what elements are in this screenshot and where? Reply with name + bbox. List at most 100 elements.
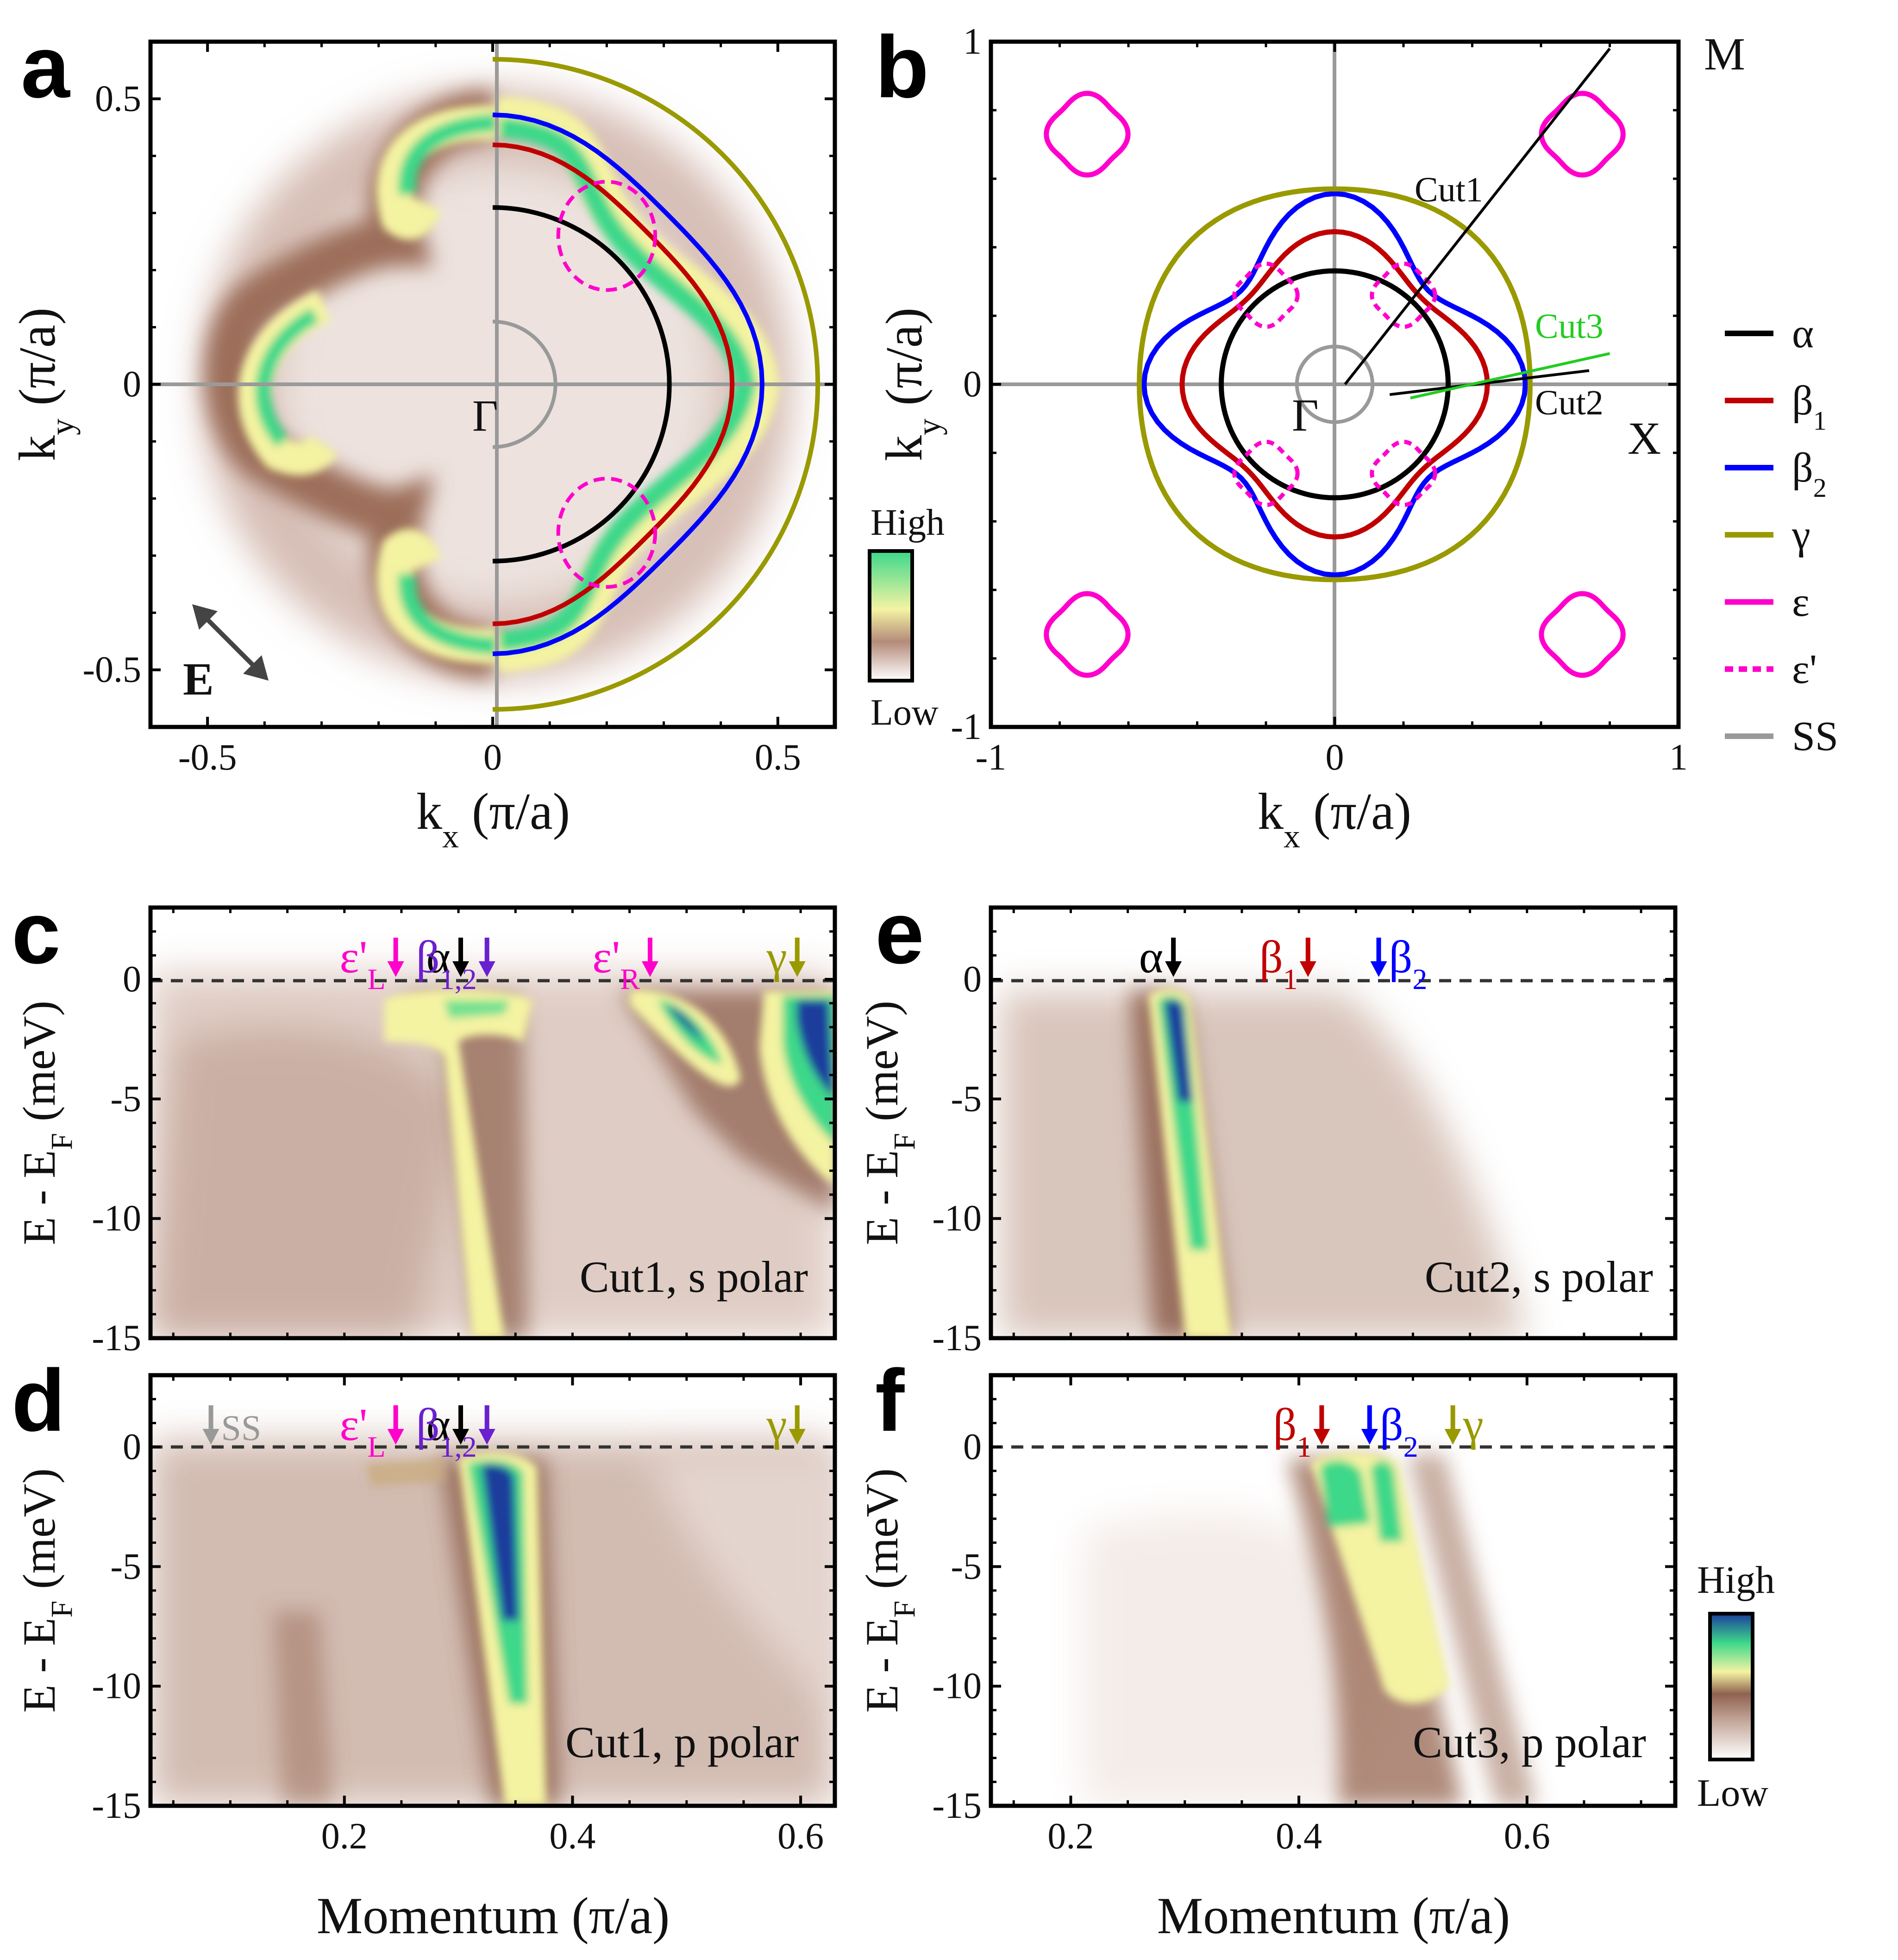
x-tick-label: 0.4 [1276, 1816, 1322, 1857]
marker-arrow-head [478, 1429, 495, 1445]
beta2-arc [492, 113, 765, 656]
x-tick-label: 0.6 [1504, 1816, 1550, 1857]
cut3-line [1410, 352, 1610, 400]
x-tick-label: 1 [1669, 737, 1688, 778]
panel-b: -1 0 1 -1 0 1 Γ M X Cut1 Cut2 Cut3 α β1 β2 γε ε' S… [875, 18, 1838, 855]
panel-a-colorbar: High Low [868, 502, 945, 733]
epsilon-pocket [1539, 91, 1626, 178]
beta1-contour [1179, 229, 1490, 540]
ss-arc [492, 319, 557, 449]
epsilon-prime-pocket [1232, 439, 1300, 507]
panel-f-colorbar-high: High [1697, 1559, 1775, 1602]
panel-c-caption: Cut1, s polar [580, 1252, 808, 1302]
y-tick-label: -5 [110, 1078, 141, 1119]
panel-f-caption: Cut3, p polar [1413, 1717, 1646, 1767]
marker-arrow-head [789, 961, 806, 977]
gamma-arc [492, 56, 821, 712]
marker-arrow-head [1361, 1429, 1378, 1445]
cut2-line [1389, 369, 1590, 396]
epsilon-prime-pocket [1232, 261, 1300, 329]
x-tick-label: 0 [483, 737, 502, 778]
panel-e-markers: α β1 β2 [1139, 931, 1428, 996]
panel-a-ylabel: ky (π/a) [9, 307, 81, 461]
y-tick-label: -15 [932, 1318, 982, 1359]
marker-arrow-head [1444, 1429, 1461, 1445]
y-tick-label: 0 [123, 1427, 141, 1467]
y-tick-label: -5 [951, 1546, 982, 1587]
y-tick-label: 0.5 [95, 78, 141, 119]
gamma-contour [1136, 186, 1533, 582]
marker-label: β1,2 [416, 931, 477, 996]
marker-arrow-head [1299, 961, 1316, 977]
y-tick-label: -5 [951, 1078, 982, 1119]
marker-label: ε'L [340, 1399, 386, 1463]
panel-f-ylabel: E - EF (meV) [856, 1468, 921, 1713]
y-tick-label: 0 [963, 1427, 982, 1467]
panel-c-letter: c [12, 884, 61, 982]
cut3-label: Cut3 [1535, 307, 1604, 346]
panel-b-letter: b [875, 18, 929, 116]
marker-arrow-head [452, 961, 470, 977]
panel-e-ylabel: E - EF (meV) [856, 1001, 921, 1245]
x-tick-label: 0.5 [755, 737, 801, 778]
legend-label-ss: SS [1792, 714, 1838, 759]
panel-a-letter: a [21, 18, 70, 116]
epsilon-prime-pocket [1370, 439, 1437, 507]
panel-d-letter: d [12, 1352, 65, 1450]
panel-a-fermi-curves [492, 56, 821, 712]
marker-label: β2 [1389, 931, 1428, 996]
x-tick-label: 0.4 [549, 1816, 595, 1857]
y-tick-label: -10 [932, 1666, 982, 1707]
x-tick-label: 0 [1326, 737, 1344, 778]
x-tick-label: 0.2 [1047, 1816, 1094, 1857]
panel-a: -0.5 0 0.5 -0.5 0 0.5 Γ E High Low kx (π/a) k… [9, 18, 945, 855]
epsilon-pocket [1044, 91, 1131, 178]
marker-arrow-head [202, 1429, 219, 1445]
marker-label: β1 [1273, 1399, 1311, 1463]
panel-f-colorbar-low: Low [1697, 1772, 1768, 1815]
cut1-label: Cut1 [1415, 170, 1483, 209]
panel-f-colorbar: High Low [1697, 1559, 1775, 1815]
y-tick-label: 0 [123, 364, 141, 405]
y-tick-label: -10 [92, 1198, 141, 1239]
panel-d-ylabel: E - EF (meV) [13, 1468, 79, 1713]
marker-label: β1 [1259, 931, 1298, 996]
y-tick-label: -1 [951, 707, 982, 747]
cut2-label: Cut2 [1535, 383, 1604, 422]
y-tick-label: -5 [110, 1546, 141, 1587]
panel-c-ylabel: E - EF (meV) [13, 1001, 79, 1245]
panel-a-ticks: -0.5 0 0.5 -0.5 0 0.5 [82, 40, 836, 778]
marker-arrow-head [789, 1429, 806, 1445]
panel-f: 0.2 0.4 0.6 0 -5 -10 -15 β1 β2 γ Cut3, p polar M… [856, 1352, 1775, 1945]
panel-b-ylabel: ky (π/a) [876, 307, 947, 461]
panel-a-crosshair [150, 42, 835, 727]
marker-arrow-head [1165, 961, 1182, 977]
legend: α β1 β2 γε ε' SS [1725, 311, 1838, 759]
marker-label: SS [221, 1408, 262, 1448]
panel-c-markers: ε'L αβ1,2 ε'R γ [340, 931, 806, 996]
marker-label: γ [1463, 1399, 1484, 1450]
polarization-label: E [183, 653, 214, 705]
cut1-line [1344, 47, 1611, 385]
panel-f-heatmap [1084, 1453, 1537, 1806]
alpha-arc [492, 205, 672, 564]
panel-b-crosshair [991, 42, 1679, 727]
panel-e-heatmap [1000, 989, 1528, 1338]
ss-circle [1295, 344, 1375, 424]
marker-label: γ [766, 1399, 787, 1450]
panel-d-ticks: 0.2 0.4 0.6 0 -5 -10 -15 [92, 1374, 835, 1857]
panel-f-ticks: 0.2 0.4 0.6 0 -5 -10 -15 [932, 1374, 1675, 1857]
y-tick-label: -10 [932, 1198, 982, 1239]
marker-arrow-head [641, 961, 658, 977]
epsilon-prime-pocket [556, 180, 658, 292]
panel-b-fermi-curves [1044, 91, 1626, 678]
panel-c: 0 -5 -10 -15 ε'L αβ1,2 ε'R γ Cut1, s polar E -… [12, 884, 837, 1359]
marker-arrow-head [1370, 961, 1387, 977]
panel-a-colorbar-low: Low [871, 692, 939, 733]
panel-b-xlabel: kx (π/a) [1258, 783, 1411, 855]
beta2-contour [1141, 191, 1528, 578]
panel-b-ticks: -1 0 1 -1 0 1 [951, 21, 1688, 778]
marker-arrow-head [387, 1429, 404, 1445]
legend-label-epsilon: ε [1792, 579, 1810, 625]
